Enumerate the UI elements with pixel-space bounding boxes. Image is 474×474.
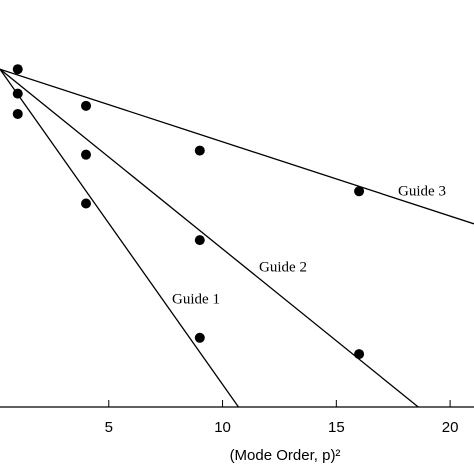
- data-point: [12, 108, 23, 119]
- data-point: [81, 100, 92, 111]
- x-tick-label: 5: [105, 419, 113, 436]
- data-point: [194, 145, 205, 156]
- data-point: [81, 198, 92, 209]
- line-label: Guide 1: [172, 291, 220, 307]
- data-point: [194, 332, 205, 343]
- x-tick-label: 20: [442, 419, 459, 436]
- data-point: [12, 64, 23, 75]
- fit-line: [0, 68, 474, 225]
- data-point: [354, 349, 365, 360]
- x-axis-label: (Mode Order, p)²: [230, 447, 341, 464]
- fit-line: [0, 68, 240, 408]
- fit-line: [0, 68, 419, 408]
- data-point: [194, 235, 205, 246]
- line-label: Guide 2: [259, 259, 307, 275]
- x-tick-label: 10: [214, 419, 231, 436]
- data-point: [81, 149, 92, 160]
- data-point: [354, 186, 365, 197]
- line-label: Guide 3: [398, 183, 446, 199]
- x-tick-label: 15: [328, 419, 345, 436]
- data-point: [12, 88, 23, 99]
